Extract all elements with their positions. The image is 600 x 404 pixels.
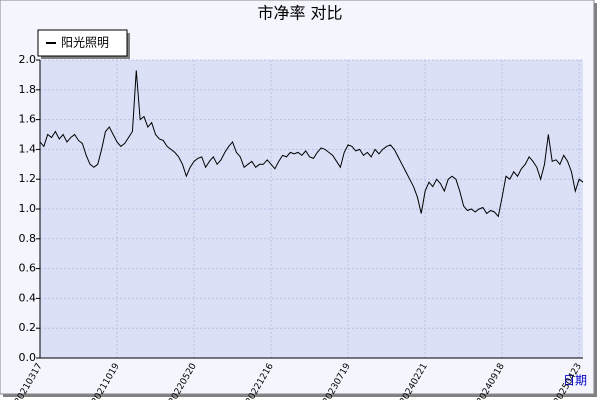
y-tick-label: 2.0 [19, 53, 37, 66]
y-tick-label: 0.4 [19, 291, 37, 304]
y-tick-label: 1.6 [19, 113, 37, 126]
chart-title: 市净率 对比 [257, 4, 342, 23]
y-tick-label: 0.0 [19, 351, 37, 364]
y-tick-label: 1.8 [19, 83, 37, 96]
y-tick-label: 0.8 [19, 232, 37, 245]
x-axis-label: 日期 [563, 374, 587, 388]
line-series [39, 70, 584, 218]
y-tick-label: 0.2 [19, 321, 37, 334]
y-tick-label: 1.2 [19, 172, 37, 185]
legend-label: 阳光照明 [61, 36, 109, 50]
y-tick-label: 0.6 [19, 262, 37, 275]
y-tick-label: 1.0 [19, 202, 37, 215]
y-tick-label: 1.4 [19, 142, 37, 155]
